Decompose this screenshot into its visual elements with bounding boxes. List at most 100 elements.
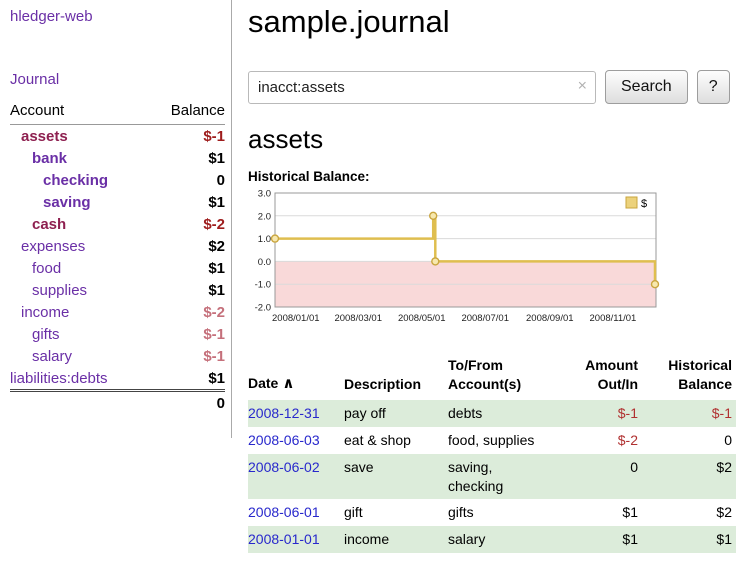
register-cell-balance: $-1 (711, 404, 732, 421)
register-header-description: Description (344, 375, 422, 392)
account-row: income $-2 (10, 301, 225, 323)
search-button[interactable]: Search (605, 70, 688, 105)
account-row: salary $-1 (10, 345, 225, 367)
account-balance: $-1 (203, 127, 225, 145)
register-header-balance: Historical Balance (668, 357, 732, 392)
legend-label: $ (641, 198, 647, 210)
search-box: × (248, 70, 596, 104)
chart-point (650, 280, 660, 289)
y-tick-label: 2.0 (258, 211, 271, 222)
account-balance: $-2 (203, 215, 225, 233)
transaction-date-link[interactable]: 2008-06-01 (248, 504, 320, 521)
register-cell-description: eat & shop (344, 431, 411, 448)
register-cell-amount: $-1 (617, 404, 638, 421)
register-cell-date: 2008-06-01 (248, 499, 344, 526)
y-tick-label: -2.0 (255, 303, 271, 314)
register-body: 2008-12-31 pay off debts $-1 $-1 2008-06-03 ea… (248, 399, 736, 554)
accounts-header-balance: Balance (148, 102, 225, 125)
register-row: 2008-06-02 save saving, checking 0 $2 (248, 453, 736, 500)
accounts-header-account: Account (10, 102, 149, 125)
chart-point (428, 211, 438, 221)
account-link[interactable]: assets (21, 127, 68, 145)
account-link[interactable]: gifts (32, 325, 60, 343)
register-row: 2008-06-01 gift gifts $1 $2 (248, 499, 736, 526)
account-row: checking 0 (10, 169, 225, 191)
register-cell-amount: 0 (630, 458, 638, 475)
chart-point (270, 234, 280, 243)
legend-swatch (625, 196, 638, 209)
accounts-total: 0 (148, 389, 225, 414)
sort-asc-icon: ∧ (282, 374, 295, 392)
clear-search-icon[interactable]: × (577, 77, 587, 95)
register-cell-amount: $-2 (617, 431, 638, 448)
register-row: 2008-06-03 eat & shop food, supplies $-2 0 (248, 427, 736, 454)
sidebar: hledger-web Journal Account Balance asse… (0, 0, 232, 438)
y-tick-label: -1.0 (255, 280, 271, 291)
register-cell-date: 2008-06-02 (248, 454, 344, 500)
section-title: assets (248, 124, 324, 155)
register-cell-balance: 0 (724, 431, 732, 448)
account-row: bank $1 (10, 147, 225, 169)
account-link[interactable]: food (32, 259, 62, 277)
x-tick-label: 2008/03/01 (334, 313, 382, 324)
x-tick-label: 2008/05/01 (398, 313, 446, 324)
account-link[interactable]: expenses (21, 237, 86, 255)
register-cell-accounts: salary (448, 531, 486, 548)
y-tick-label: 1.0 (258, 234, 271, 245)
accounts-body: assets $-1 bank $1 checking 0 saving $1 cash $-2 e… (10, 125, 225, 391)
register-header-accounts: To/From Account(s) (448, 357, 522, 392)
account-balance: $-2 (203, 303, 225, 321)
register-row: 2008-01-01 income salary $1 $1 (248, 526, 736, 554)
account-balance: $1 (208, 369, 225, 387)
register-cell-description: save (344, 458, 374, 475)
register-header-date[interactable]: Date ∧ (248, 354, 344, 400)
x-tick-label: 2008/09/01 (526, 313, 574, 324)
historical-balance-chart: 3.0 2.0 1.0 0.0 -1.0 -2.0 2008/01/01 2008/03/01… (248, 188, 742, 339)
account-balance: $1 (208, 149, 225, 167)
transaction-date-link[interactable]: 2008-01-01 (248, 531, 320, 548)
account-row: cash $-2 (10, 213, 225, 235)
account-link[interactable]: bank (32, 149, 68, 167)
main-content: sample.journal × Search ? assets Histori… (232, 0, 742, 554)
account-balance: $-1 (203, 347, 225, 365)
account-link[interactable]: cash (32, 215, 67, 233)
register-cell-accounts: debts (448, 404, 483, 421)
register-header-amount: Amount Out/In (585, 357, 638, 392)
account-row: food $1 (10, 257, 225, 279)
x-tick-label: 2008/01/01 (272, 313, 320, 324)
transaction-date-link[interactable]: 2008-12-31 (248, 404, 320, 421)
chart-title: Historical Balance: (248, 169, 370, 185)
account-row: supplies $1 (10, 279, 225, 301)
account-row: assets $-1 (10, 125, 225, 148)
sidebar-item-journal[interactable]: Journal (10, 71, 60, 88)
search-input[interactable] (248, 70, 596, 104)
search-bar: × Search ? (248, 70, 742, 105)
account-row: saving $1 (10, 191, 225, 213)
x-tick-label: 2008/07/01 (461, 313, 509, 324)
x-tick-label: 2008/11/01 (590, 313, 637, 324)
help-button[interactable]: ? (696, 70, 730, 105)
account-link[interactable]: income (21, 303, 70, 321)
account-row: liabilities:debts $1 (10, 367, 225, 391)
account-row: expenses $2 (10, 235, 225, 257)
account-link[interactable]: saving (43, 193, 91, 211)
account-balance: $-1 (203, 325, 225, 343)
account-balance: 0 (216, 171, 225, 189)
register-cell-amount: $1 (622, 504, 638, 521)
app-title-link[interactable]: hledger-web (10, 8, 93, 25)
register-cell-balance: $2 (716, 458, 732, 475)
register-cell-accounts: gifts (448, 504, 474, 521)
transaction-date-link[interactable]: 2008-06-02 (248, 458, 320, 475)
register-cell-date: 2008-01-01 (248, 526, 344, 553)
y-tick-label: 3.0 (258, 189, 271, 200)
y-tick-label: 0.0 (258, 257, 271, 268)
account-link[interactable]: checking (43, 171, 109, 189)
accounts-total-row: 0 (10, 389, 225, 414)
register-table: Date ∧ Description To/From Account(s) Amo… (248, 354, 736, 554)
account-link[interactable]: supplies (32, 281, 88, 299)
account-link[interactable]: salary (32, 347, 73, 365)
transaction-date-link[interactable]: 2008-06-03 (248, 431, 320, 448)
register-cell-description: income (344, 531, 390, 548)
account-link[interactable]: liabilities:debts (10, 369, 108, 387)
